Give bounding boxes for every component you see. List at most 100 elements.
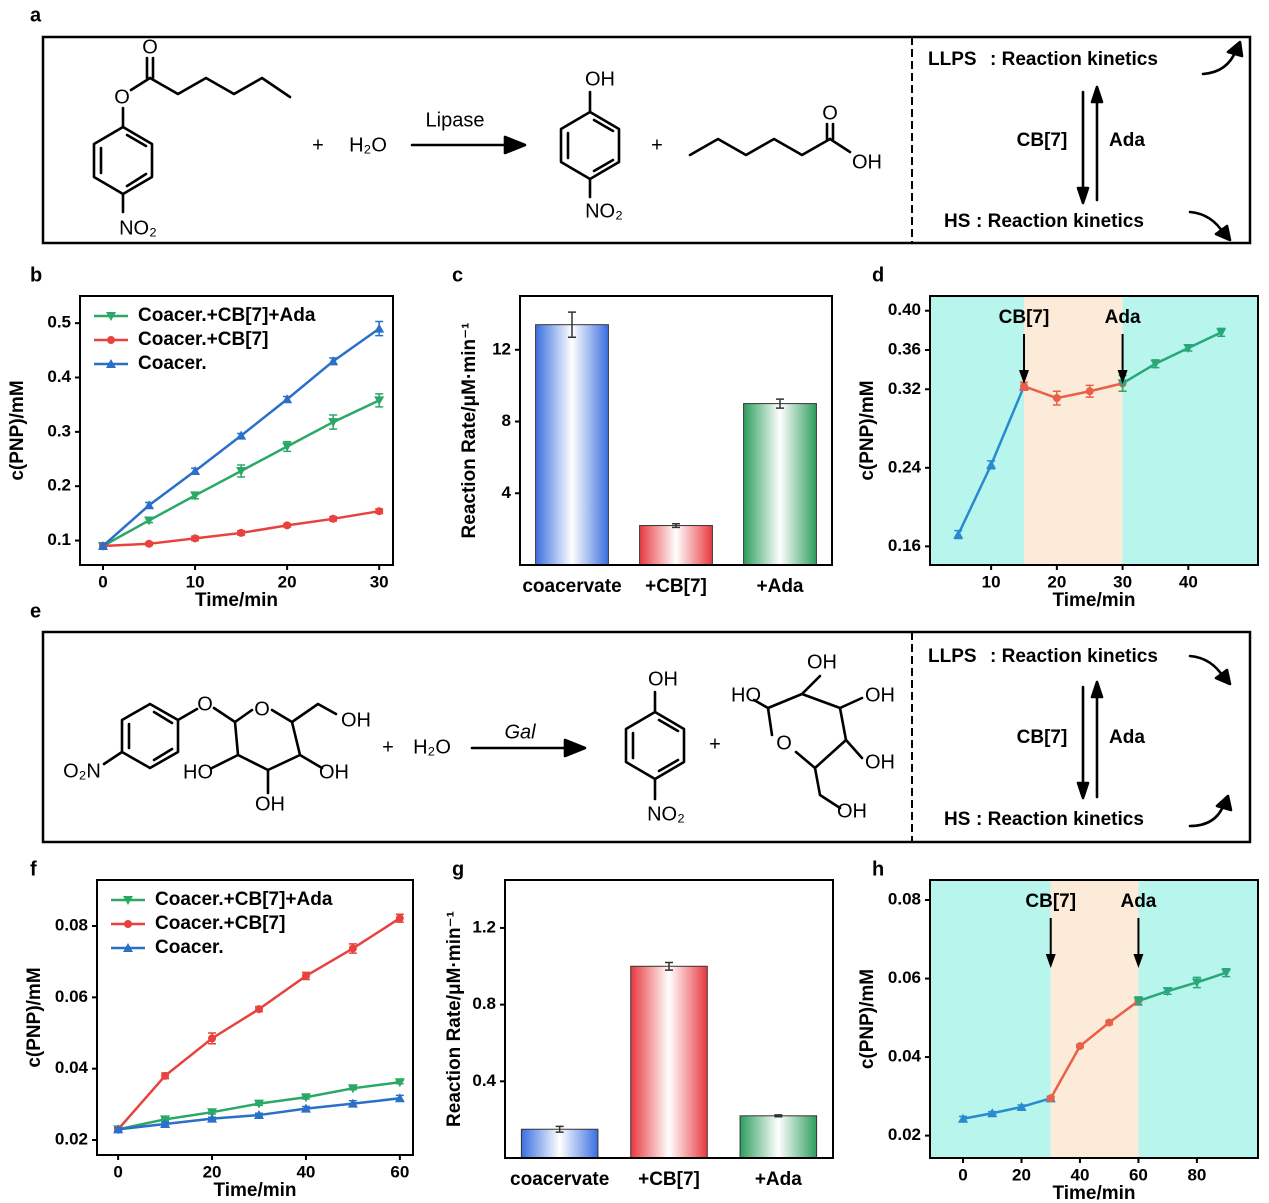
atom-label: HO: [731, 684, 761, 706]
atom-label: NO₂: [585, 200, 623, 222]
legend-label: Coacer.+CB[7]: [138, 329, 268, 350]
x-tick-label: coacervate: [510, 1169, 609, 1190]
data-point: [958, 1113, 969, 1123]
bar: [630, 965, 708, 1159]
error-bar: [555, 1125, 564, 1133]
x-tick-label: 30: [370, 572, 389, 591]
state-text: : Reaction kinetics: [990, 646, 1158, 667]
scheme-frame: [41, 630, 1252, 844]
x-tick-label: 20: [1012, 1165, 1031, 1184]
atom-label: OH: [852, 151, 882, 173]
data-point: [1216, 328, 1227, 338]
y-tick-label: 0.5: [47, 313, 71, 332]
data-point: [347, 1098, 358, 1108]
plus: +: [709, 733, 721, 755]
error-bar: [776, 398, 784, 409]
state-name: LLPS: [928, 49, 977, 70]
x-tick-label: coacervate: [522, 576, 621, 597]
x-tick-label: 10: [186, 572, 205, 591]
arrow-head: [1133, 954, 1144, 968]
error-bar: [774, 1114, 783, 1118]
phase-span: [1138, 880, 1258, 1158]
data-point: [208, 1034, 217, 1043]
chart: 0.16 0.24 0.32 0.36 0.40 10 20 30 40 CB[7] Ada Time…: [857, 295, 1259, 611]
atom-label: OH: [865, 751, 895, 773]
scheme-frame: [41, 35, 1252, 245]
y-tick-label: 0.06: [888, 968, 921, 987]
data-point: [1105, 1018, 1114, 1027]
data-point: [329, 514, 338, 523]
phase-span: [930, 296, 1024, 565]
plot-frame: [96, 879, 414, 1156]
data-point: [394, 1078, 405, 1088]
x-tick-label: 20: [1047, 572, 1066, 591]
y-tick-label: 4: [502, 483, 512, 502]
data-point: [1162, 987, 1173, 997]
annotation: Ada: [1120, 891, 1156, 912]
data-point: [328, 418, 339, 428]
error-bar: [672, 523, 680, 529]
data-point: [1150, 359, 1161, 369]
atom-label: OH: [865, 684, 895, 706]
x-tick-label: 0: [958, 1165, 967, 1184]
y-tick-label: 0.4: [47, 367, 71, 386]
legend-label: Coacer.+CB[7]: [155, 913, 285, 934]
forward-label: CB[7]: [1017, 727, 1068, 748]
panel-label: h: [872, 858, 884, 880]
series-line: [1138, 971, 1227, 1003]
chart: 4 8 12 coacervate +CB[7] +Ada Reaction Rate/μM…: [459, 295, 833, 597]
state-text: : Reaction kinetics: [976, 809, 1144, 830]
data-point: [986, 459, 997, 469]
data-point: [348, 944, 357, 953]
data-point: [1052, 394, 1061, 403]
y-tick-label: 0.08: [888, 890, 921, 909]
y-tick-label: 0.3: [47, 421, 71, 440]
error-bar: [665, 961, 673, 971]
state-text: : Reaction kinetics: [976, 211, 1144, 232]
state-name: HS: [944, 809, 970, 830]
y-tick-label: 0.32: [888, 379, 921, 398]
x-axis-label: Time/min: [195, 590, 278, 611]
annotation: Ada: [1105, 307, 1141, 328]
phase-span: [1050, 880, 1139, 1158]
x-tick-label: 80: [1187, 1165, 1206, 1184]
chart: 0.02 0.04 0.06 0.08 0 20 40 60 Coacer.+CB[7]+Ada…: [24, 879, 414, 1201]
plot-frame: [519, 295, 833, 566]
legend-marker: [107, 336, 115, 344]
data-point: [1075, 1042, 1084, 1051]
data-point: [113, 1124, 124, 1134]
plus: +: [382, 736, 394, 758]
y-tick-label: 0.24: [888, 457, 922, 476]
atom-label: OH: [585, 68, 615, 90]
state-name: HS: [944, 211, 970, 232]
x-tick-label: +Ada: [755, 1169, 802, 1190]
y-tick-label: 0.02: [888, 1125, 921, 1144]
y-axis-label: c(PNP)/mM: [857, 969, 878, 1069]
x-axis-label: Time/min: [1052, 1183, 1135, 1203]
data-point: [282, 442, 293, 452]
panel-label: e: [30, 600, 41, 622]
data-point: [190, 491, 201, 501]
atom-label: O: [142, 36, 158, 58]
structure: [102, 654, 1233, 828]
data-point: [161, 1071, 170, 1080]
atom-label: OH: [255, 793, 285, 815]
plus: +: [651, 134, 663, 156]
y-tick-label: 0.16: [888, 536, 921, 555]
atom-label: O₂N: [63, 760, 101, 782]
data-point: [394, 1093, 405, 1103]
bar: [743, 403, 817, 566]
data-point: [190, 465, 201, 475]
atom-label: OH: [341, 709, 371, 731]
panel-label: a: [30, 4, 42, 26]
arrow-head: [1117, 370, 1128, 384]
y-tick-label: 0.08: [55, 915, 88, 934]
reagent: H₂O: [413, 736, 451, 758]
y-tick-label: 0.36: [888, 339, 921, 358]
data-point: [1191, 978, 1202, 988]
data-point: [328, 356, 339, 366]
forward-label: CB[7]: [1017, 130, 1068, 151]
series-line: [1121, 331, 1222, 385]
y-tick-label: 0.40: [888, 300, 921, 319]
